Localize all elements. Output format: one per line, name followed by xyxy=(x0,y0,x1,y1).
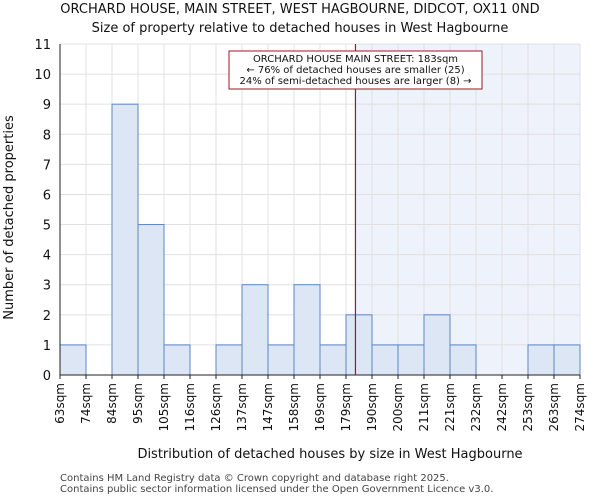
y-tick-label: 2 xyxy=(43,309,51,324)
y-tick-label: 5 xyxy=(43,219,51,234)
x-tick-label: 147sqm xyxy=(261,383,275,431)
x-tick-label: 126sqm xyxy=(209,383,223,431)
histogram-bar xyxy=(267,344,295,376)
larger-region xyxy=(355,44,580,375)
x-tick-label: 116sqm xyxy=(183,383,197,431)
x-tick-label: 84sqm xyxy=(105,383,119,424)
x-tick-label: 190sqm xyxy=(365,383,379,431)
x-tick-label: 263sqm xyxy=(547,383,561,431)
histogram-bar xyxy=(397,344,425,376)
histogram-bar xyxy=(59,344,87,376)
y-tick-label: 8 xyxy=(43,128,51,143)
y-tick-label: 7 xyxy=(43,158,51,173)
histogram-bar xyxy=(111,103,139,376)
y-tick-label: 1 xyxy=(43,339,51,354)
x-tick-label: 253sqm xyxy=(521,383,535,431)
y-tick-label: 3 xyxy=(43,279,51,294)
x-tick-label: 137sqm xyxy=(235,383,249,431)
x-tick-label: 63sqm xyxy=(53,383,67,424)
histogram-bar xyxy=(137,224,165,376)
x-tick-label: 221sqm xyxy=(443,383,457,431)
x-axis-title: Distribution of detached houses by size … xyxy=(137,447,522,462)
histogram-bar xyxy=(319,344,347,376)
annotation-line-1: ORCHARD HOUSE MAIN STREET: 183sqm xyxy=(253,54,458,65)
chart-subtitle: Size of property relative to detached ho… xyxy=(91,21,509,36)
histogram-bar xyxy=(449,344,477,376)
histogram-bar xyxy=(553,344,581,376)
histogram-bar xyxy=(345,314,373,376)
histogram-bar xyxy=(215,344,243,376)
y-tick-label: 6 xyxy=(43,188,51,203)
x-tick-label: 105sqm xyxy=(157,383,171,431)
y-tick-label: 9 xyxy=(43,98,51,113)
annotation-line-3: 24% of semi-detached houses are larger (… xyxy=(239,76,471,87)
histogram-bar xyxy=(371,344,399,376)
x-tick-label: 158sqm xyxy=(287,383,301,431)
x-tick-label: 274sqm xyxy=(573,383,587,431)
annotation-line-2: ← 76% of detached houses are smaller (25… xyxy=(246,65,464,76)
histogram-bar xyxy=(527,344,555,376)
y-tick-label: 10 xyxy=(34,68,51,83)
y-tick-label: 4 xyxy=(43,249,51,264)
histogram-bar xyxy=(241,284,269,376)
footer-line-2: Contains public sector information licen… xyxy=(60,484,494,495)
x-tick-label: 179sqm xyxy=(339,383,353,431)
histogram-bar xyxy=(293,284,321,376)
x-tick-label: 242sqm xyxy=(495,383,509,431)
x-tick-label: 95sqm xyxy=(131,383,145,424)
annotation-box xyxy=(228,50,483,90)
x-tick-label: 74sqm xyxy=(79,383,93,424)
x-tick-label: 200sqm xyxy=(391,383,405,431)
chart-title: ORCHARD HOUSE, MAIN STREET, WEST HAGBOUR… xyxy=(60,2,540,17)
histogram-bar xyxy=(423,314,451,376)
x-tick-label: 169sqm xyxy=(313,383,327,431)
y-axis-title: Number of detached properties xyxy=(2,115,17,320)
footer-line-1: Contains HM Land Registry data © Crown c… xyxy=(60,473,449,484)
histogram-bar xyxy=(163,344,191,376)
y-tick-label: 11 xyxy=(34,38,51,53)
x-tick-label: 232sqm xyxy=(469,383,483,431)
y-tick-label: 0 xyxy=(43,369,51,384)
x-tick-label: 211sqm xyxy=(417,383,431,431)
